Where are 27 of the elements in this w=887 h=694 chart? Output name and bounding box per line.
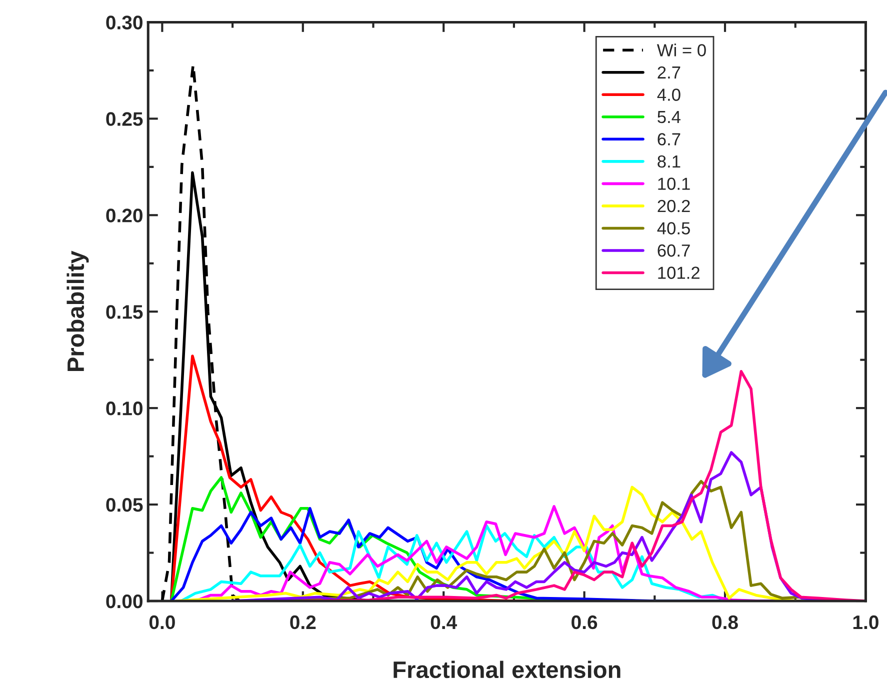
legend-label: 4.0	[657, 88, 680, 101]
legend-label: 20.2	[658, 200, 690, 212]
y-tick-label: 0.05	[106, 498, 143, 512]
x-tick-label: 0.0	[149, 615, 175, 630]
y-tick-label: 0.00	[106, 594, 142, 608]
y-tick-label: 0.20	[106, 208, 142, 222]
legend-label: 10.1	[658, 178, 690, 190]
legend-label: 101.2	[658, 266, 700, 279]
legend-label: 60.7	[658, 244, 690, 257]
legend-label: 8.1	[658, 155, 680, 168]
x-tick-label: 0.8	[712, 615, 738, 630]
y-tick-label: 0.10	[106, 402, 142, 416]
x-axis-title: Fractional extension	[394, 660, 620, 678]
line-series	[302, 370, 866, 602]
x-tick-label: 0.4	[430, 615, 458, 630]
x-tick-label: 0.6	[572, 615, 598, 630]
y-axis-title: Probability	[66, 250, 89, 372]
x-tick-label: 1.0	[853, 615, 878, 630]
legend-label: 6.7	[658, 133, 680, 146]
y-tick-label: 0.25	[106, 112, 143, 126]
legend-label: 2.7	[658, 66, 680, 78]
x-tick-label: 0.2	[290, 615, 316, 630]
y-tick-label: 0.30	[106, 16, 142, 30]
legend-label: 40.5	[657, 222, 690, 234]
y-tick-label: 0.15	[106, 305, 143, 319]
legend-label: 5.4	[658, 111, 681, 124]
legend-label: Wi = 0	[656, 44, 706, 56]
